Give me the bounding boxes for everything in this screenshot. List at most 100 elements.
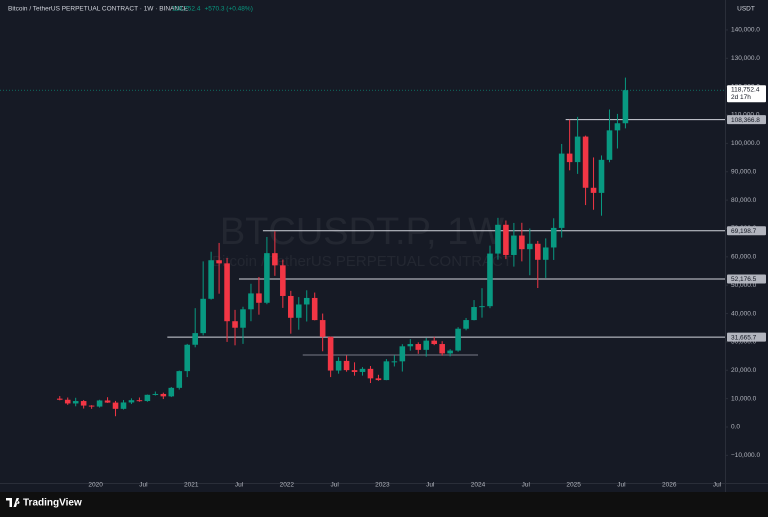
candle-body — [590, 187, 597, 193]
candle-body — [176, 371, 183, 388]
x-tick-label: Jul — [139, 482, 148, 489]
candle-body — [391, 361, 398, 363]
x-tick-label: 2020 — [88, 482, 103, 489]
candle-body — [606, 130, 613, 160]
candle-body — [64, 399, 71, 404]
level-label-box — [727, 332, 766, 342]
candle-body — [80, 401, 87, 406]
level-label: 52,176.5 — [731, 276, 757, 283]
watermark: BTCUSDT.P, 1W — [220, 211, 504, 253]
candle-body — [351, 370, 358, 372]
candle-body — [399, 346, 406, 362]
candle-body — [407, 344, 414, 347]
x-tick-label: Jul — [713, 482, 722, 489]
candle-body — [232, 321, 238, 328]
candle-body — [335, 360, 342, 371]
x-tick-label: 2024 — [471, 482, 486, 489]
x-tick-label: Jul — [522, 482, 531, 489]
header-change: +570.3 (+0.48%) — [204, 6, 252, 13]
candle-body — [303, 297, 310, 305]
candle-body — [511, 235, 517, 255]
candle-body — [288, 295, 294, 318]
x-tick-label: Jul — [426, 482, 435, 489]
candle-body — [160, 393, 167, 397]
candle-body — [311, 297, 318, 321]
candle-body — [383, 361, 390, 381]
candle-body — [88, 405, 95, 407]
candle-body — [375, 378, 382, 381]
candle-body — [280, 265, 286, 296]
candle-body — [128, 400, 135, 403]
candle-body — [136, 400, 143, 402]
candle-body — [622, 90, 629, 124]
candle-body — [248, 293, 254, 310]
candle-body — [224, 263, 230, 322]
level-label: 108,366.8 — [731, 117, 760, 124]
price-label: 118,752.4 — [731, 86, 760, 93]
brand-logo: TradingView — [6, 498, 82, 509]
y-tick-label: 20,000.0 — [731, 367, 757, 374]
candle-body — [598, 159, 605, 193]
y-tick-label: −10,000.0 — [731, 452, 760, 459]
y-tick-label: 90,000.0 — [731, 168, 757, 175]
candle-body — [359, 368, 366, 372]
y-tick-label: 60,000.0 — [731, 254, 757, 261]
candle-body — [447, 350, 453, 354]
candle-body — [152, 393, 159, 395]
candle-body — [479, 306, 485, 308]
candle-body — [558, 153, 565, 228]
header-price: 118,752.4 — [172, 6, 201, 13]
footer-bar — [0, 492, 768, 517]
y-tick-label: 0.0 — [731, 424, 740, 431]
x-tick-label: Jul — [235, 482, 244, 489]
candle-body — [256, 293, 262, 303]
candle-body — [96, 400, 103, 407]
level-label: 69,198.7 — [731, 228, 757, 235]
price-countdown: 2d 17h — [731, 94, 751, 101]
level-label: 31,665.7 — [731, 334, 757, 341]
candle-body — [264, 253, 270, 303]
candle-body — [56, 398, 63, 400]
candle-body — [487, 253, 493, 307]
candle-body — [439, 344, 445, 354]
candle-body — [614, 123, 621, 131]
candle-body — [216, 260, 222, 264]
candle-body — [519, 235, 525, 250]
price-label-box — [727, 85, 766, 103]
candle-body — [104, 400, 111, 403]
x-tick-label: 2022 — [280, 482, 295, 489]
chart-title: Bitcoin / TetherUS PERPETUAL CONTRACT · … — [8, 6, 189, 13]
candle-body — [272, 253, 278, 266]
y-tick-label: 30,000.0 — [731, 339, 757, 346]
y-tick-label: 50,000.0 — [731, 282, 757, 289]
candle-body — [295, 304, 302, 318]
x-tick-label: 2025 — [566, 482, 581, 489]
candle-body — [471, 307, 477, 321]
candle-body — [527, 243, 533, 250]
x-tick-label: 2021 — [184, 482, 199, 489]
plot — [0, 77, 725, 417]
brand-name: TradingView — [23, 498, 82, 509]
candle-body — [550, 227, 557, 248]
candle-body — [463, 320, 469, 329]
level-label-box — [727, 115, 766, 125]
x-tick-label: Jul — [617, 482, 626, 489]
candle-body — [367, 368, 374, 379]
candle-body — [455, 328, 461, 351]
candle-body — [574, 136, 581, 163]
candle-body — [343, 360, 350, 371]
candle-body — [431, 340, 437, 345]
level-label-box — [727, 274, 766, 284]
candle-body — [542, 247, 549, 260]
candle-body — [120, 402, 127, 409]
candle-body — [184, 344, 191, 372]
y-tick-label: 80,000.0 — [731, 197, 757, 204]
y-tick-label: 140,000.0 — [731, 27, 760, 34]
candle-body — [192, 333, 198, 345]
candle-body — [327, 336, 334, 371]
level-label-box — [727, 226, 766, 236]
candle-body — [582, 136, 589, 188]
